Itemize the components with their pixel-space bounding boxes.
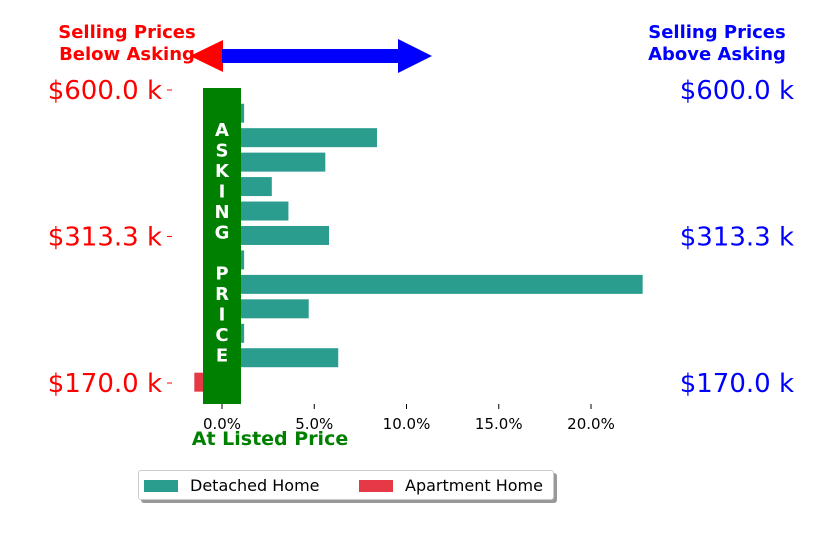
detached-bar-2 bbox=[222, 128, 377, 148]
legend: Detached Home Apartment Home bbox=[138, 470, 554, 500]
x-tick-label-3: 10.0% bbox=[383, 415, 431, 433]
arrow-left-icon bbox=[190, 40, 223, 72]
legend-label-detached: Detached Home bbox=[190, 476, 320, 495]
left-annotation-line1: Selling Prices bbox=[58, 22, 195, 43]
left-annotation-line2: Below Asking bbox=[59, 44, 195, 65]
legend-swatch-detached bbox=[144, 479, 178, 492]
asking-price-letter: N bbox=[214, 202, 229, 223]
asking-price-letter: G bbox=[215, 223, 230, 244]
detached-bar-6 bbox=[222, 225, 330, 245]
legend-label-apartment: Apartment Home bbox=[405, 476, 543, 495]
right-annotation-line2: Above Asking bbox=[648, 44, 786, 65]
asking-price-letter: E bbox=[216, 346, 228, 367]
arrow-right-icon bbox=[398, 39, 432, 73]
x-tick-label-5: 20.0% bbox=[567, 415, 615, 433]
y-tick-left-2: $313.3 k bbox=[48, 223, 162, 253]
y-tick-right-1: $600.0 k bbox=[680, 76, 794, 106]
y-tick-left-1: $600.0 k bbox=[48, 76, 162, 106]
asking-price-letter: A bbox=[215, 120, 229, 141]
asking-price-letter: I bbox=[219, 182, 226, 203]
y-tick-right-3: $170.0 k bbox=[680, 369, 794, 399]
asking-price-letter: K bbox=[215, 161, 230, 182]
y-tick-right-2: $313.3 k bbox=[680, 223, 794, 253]
asking-price-letter: S bbox=[216, 141, 229, 162]
asking-price-letter: R bbox=[215, 284, 229, 305]
arrow-shaft bbox=[222, 49, 400, 63]
legend-swatch-apartment bbox=[359, 479, 393, 492]
y-ticks: $600.0 k $313.3 k $170.0 k $600.0 k $313.3 k… bbox=[48, 76, 794, 399]
asking-price-band bbox=[203, 88, 241, 404]
legend-item-detached: Detached Home bbox=[144, 476, 320, 495]
right-annotation-line1: Selling Prices bbox=[648, 22, 785, 43]
x-tick-label-2: 5.0% bbox=[295, 415, 333, 433]
detached-bar-9 bbox=[222, 299, 309, 319]
detached-bar-11 bbox=[222, 348, 339, 368]
x-tick-label-1: 0.0% bbox=[203, 415, 241, 433]
detached-bar-8 bbox=[222, 274, 643, 294]
x-tick-label-4: 15.0% bbox=[475, 415, 523, 433]
asking-price-letter: C bbox=[215, 325, 228, 346]
y-tick-left-3: $170.0 k bbox=[48, 369, 162, 399]
x-axis-label: At Listed Price bbox=[192, 428, 348, 450]
asking-price-letter: P bbox=[215, 264, 228, 285]
detached-bar-3 bbox=[222, 152, 326, 172]
legend-item-apartment: Apartment Home bbox=[359, 476, 543, 495]
asking-price-letter: I bbox=[219, 305, 226, 326]
bars-group bbox=[194, 103, 643, 392]
x-ticks: 0.0% 5.0% 10.0% 15.0% 20.0% bbox=[203, 404, 615, 433]
